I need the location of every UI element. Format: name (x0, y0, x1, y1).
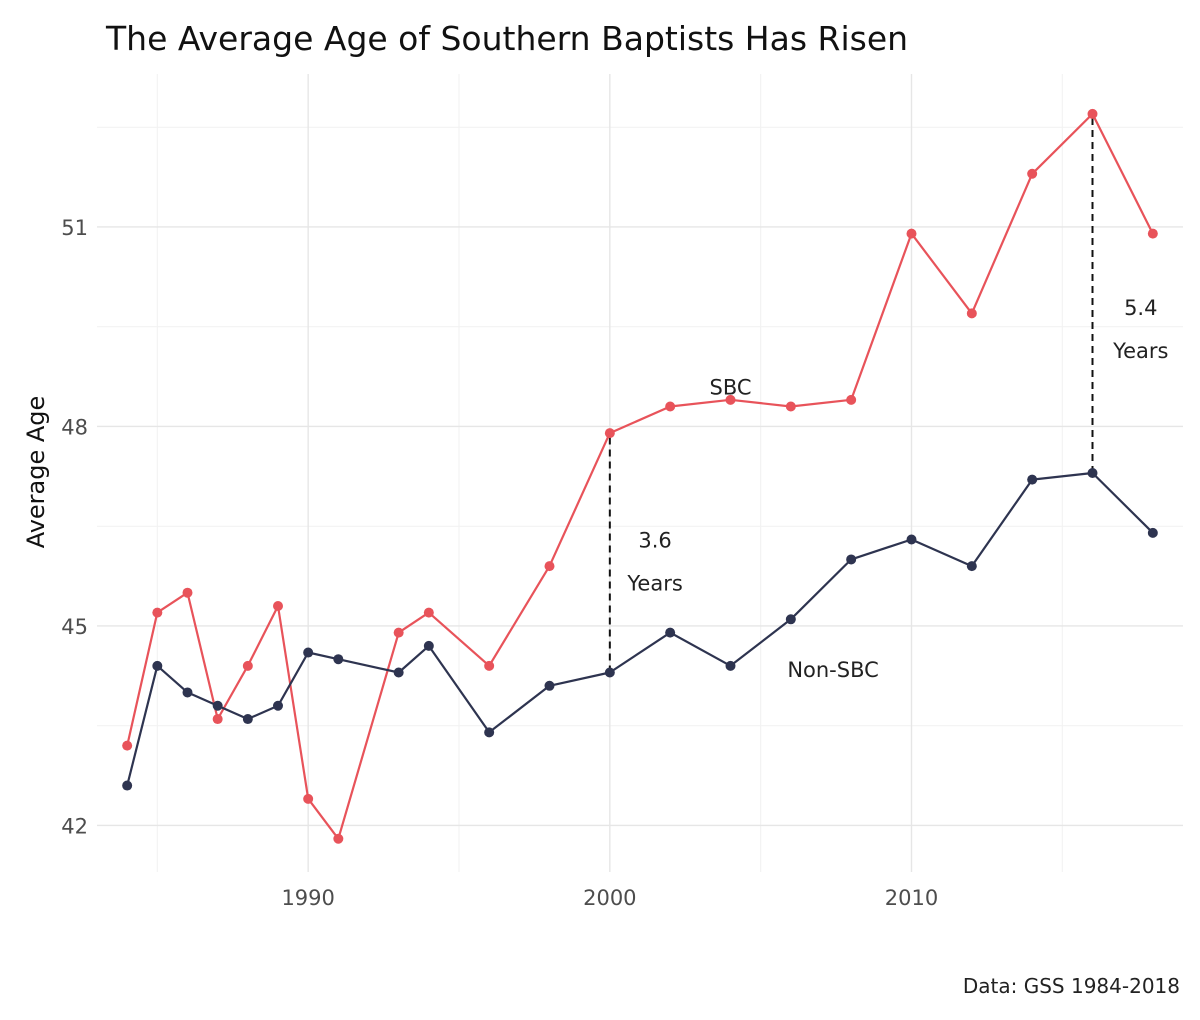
data-point-non-sbc[interactable] (906, 534, 917, 545)
data-point-sbc[interactable] (665, 401, 676, 412)
data-point-sbc[interactable] (725, 394, 736, 405)
series-line-non-sbc (126, 471, 1154, 786)
data-point-non-sbc[interactable] (846, 554, 857, 565)
data-point-sbc[interactable] (785, 401, 796, 412)
series-labels: SBC Non-SBC (709, 376, 878, 683)
data-point-sbc[interactable] (303, 793, 314, 804)
y-axis-label: Average Age (22, 396, 50, 549)
data-point-non-sbc[interactable] (665, 627, 676, 638)
x-tick-label: 2000 (583, 886, 636, 910)
data-point-sbc[interactable] (544, 561, 555, 572)
data-point-sbc[interactable] (152, 607, 163, 618)
data-point-sbc[interactable] (906, 228, 917, 239)
data-point-sbc[interactable] (1147, 228, 1158, 239)
series-line-sbc (126, 112, 1154, 840)
data-point-sbc[interactable] (423, 607, 434, 618)
data-point-non-sbc[interactable] (152, 660, 163, 671)
data-point-sbc[interactable] (122, 740, 133, 751)
y-tick-label: 42 (61, 814, 88, 838)
data-point-non-sbc[interactable] (1147, 527, 1158, 538)
grid (97, 74, 1183, 872)
data-point-sbc[interactable] (484, 660, 495, 671)
gap-annotations: 3.6 Years 5.4 Years (608, 113, 1168, 673)
data-point-non-sbc[interactable] (393, 667, 404, 678)
chart-title: The Average Age of Southern Baptists Has… (105, 19, 908, 58)
data-point-non-sbc[interactable] (484, 727, 495, 738)
data-point-non-sbc[interactable] (785, 614, 796, 625)
gap-unit-label: Years (626, 572, 682, 596)
data-point-sbc[interactable] (273, 601, 283, 611)
data-point-sbc[interactable] (1027, 168, 1038, 179)
gap-value-label: 5.4 (1124, 296, 1157, 320)
data-point-non-sbc[interactable] (333, 654, 344, 665)
data-point-sbc[interactable] (1087, 108, 1098, 119)
x-tick-label: 2010 (885, 886, 938, 910)
data-point-non-sbc[interactable] (423, 640, 434, 651)
y-tick-label: 48 (61, 415, 88, 439)
data-point-sbc[interactable] (846, 394, 857, 405)
data-point-sbc[interactable] (966, 308, 977, 319)
x-tick-label: 1990 (281, 886, 334, 910)
data-point-non-sbc[interactable] (604, 667, 615, 678)
y-tick-label: 45 (61, 615, 88, 639)
data-point-non-sbc[interactable] (182, 687, 193, 698)
chart-caption: Data: GSS 1984-2018 (963, 974, 1180, 998)
data-point-non-sbc[interactable] (122, 780, 133, 791)
data-point-non-sbc[interactable] (273, 700, 283, 711)
gap-value-label: 3.6 (638, 529, 671, 553)
data-point-non-sbc[interactable] (544, 680, 555, 691)
series-name-label: Non-SBC (787, 658, 878, 682)
series-name-label: SBC (709, 376, 751, 400)
data-point-sbc[interactable] (182, 587, 193, 598)
data-point-non-sbc[interactable] (212, 700, 223, 711)
data-point-non-sbc[interactable] (1087, 468, 1098, 478)
axis-ticks: 1990 2000 2010 42 45 48 51 (61, 216, 938, 910)
data-point-non-sbc[interactable] (1027, 474, 1038, 485)
gap-unit-label: Years (1112, 339, 1168, 363)
data-point-non-sbc[interactable] (725, 660, 736, 671)
y-tick-label: 51 (61, 216, 88, 240)
data-point-sbc[interactable] (212, 714, 223, 725)
data-point-non-sbc[interactable] (966, 561, 977, 572)
data-point-sbc[interactable] (393, 627, 404, 638)
data-point-sbc[interactable] (604, 428, 615, 439)
data-point-non-sbc[interactable] (242, 714, 253, 725)
data-point-sbc[interactable] (333, 833, 344, 844)
data-series (122, 108, 1158, 844)
data-point-non-sbc[interactable] (303, 647, 314, 658)
data-point-sbc[interactable] (242, 660, 253, 671)
